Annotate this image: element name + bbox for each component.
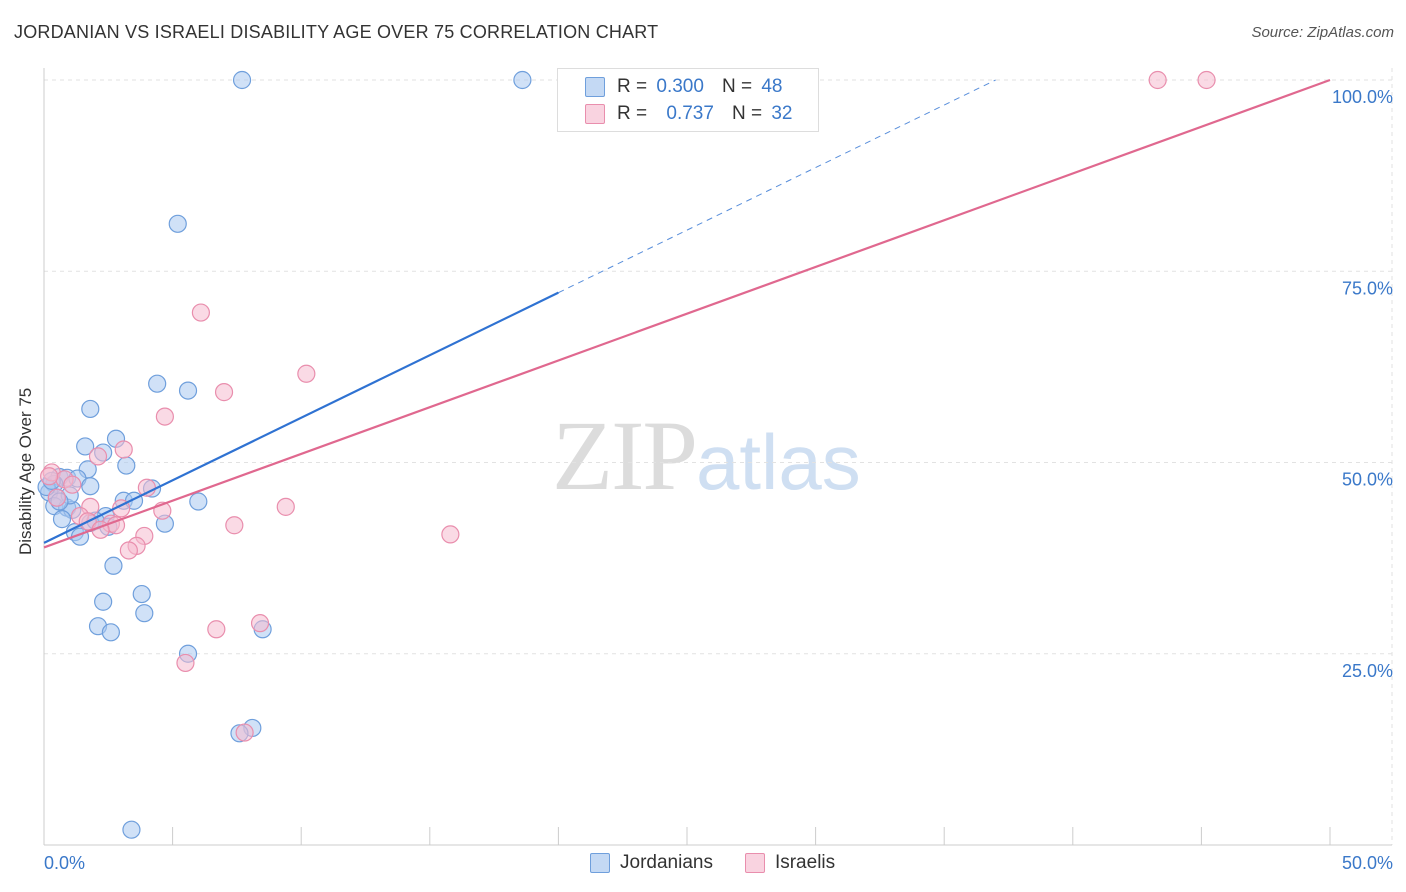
source-label: Source: ZipAtlas.com: [1251, 24, 1394, 41]
legend-r-label: R =: [617, 103, 648, 124]
israeli-point: [235, 723, 254, 742]
series-legend-label: Israelis: [774, 852, 836, 873]
israeli-point: [47, 488, 66, 507]
jordanian-point: [52, 510, 72, 529]
jordanian-point: [81, 477, 100, 496]
series-legend-label: Jordanians: [620, 852, 713, 873]
series-legend: Jordanians Israelis: [590, 852, 867, 874]
jordanian-point: [101, 623, 120, 642]
jordanian-point: [513, 70, 532, 90]
y-axis-label: Disability Age Over 75: [16, 387, 35, 555]
y-tick-label: 100.0%: [1332, 87, 1393, 107]
jordanian-point: [104, 556, 123, 575]
y-tick-label: 75.0%: [1342, 278, 1393, 298]
y-tick-label: 50.0%: [1342, 470, 1393, 490]
series-swatch-pink: [744, 853, 765, 873]
jordanian-point: [122, 820, 141, 839]
jordanian-point: [148, 374, 167, 393]
legend-n-label: N =: [731, 103, 763, 124]
jordanian-point: [189, 492, 208, 511]
legend-n-label: N =: [721, 76, 753, 97]
legend-row-israelis: R = 0.737 N = 32: [558, 101, 792, 127]
israeli-point: [1148, 70, 1167, 90]
series-legend-jordanians: Jordanians: [590, 852, 713, 874]
stats-legend: R = 0.300 N = 48 R = 0.737 N = 32: [557, 68, 819, 132]
jordanian-point: [132, 584, 151, 604]
jordanian-point: [168, 214, 187, 233]
legend-n-value: 48: [761, 76, 783, 97]
israeli-point: [1197, 70, 1216, 90]
y-tick-label: 25.0%: [1342, 661, 1393, 681]
jordanian-point: [94, 592, 113, 611]
israeli-point: [114, 440, 133, 459]
jordanian-point: [135, 604, 154, 623]
x-tick-label: 50.0%: [1342, 853, 1393, 873]
israeli-point: [207, 620, 226, 639]
watermark-atlas: atlas: [696, 418, 861, 506]
jordanian-point: [232, 70, 252, 90]
legend-r-value: 0.737: [666, 103, 714, 124]
jordanian-point: [81, 399, 100, 419]
chart-title: JORDANIAN VS ISRAELI DISABILITY AGE OVER…: [14, 22, 659, 42]
israeli-point: [441, 525, 460, 544]
legend-swatch-blue: [585, 77, 605, 97]
israeli-point: [88, 447, 108, 466]
israeli-point: [297, 364, 316, 383]
series-legend-israelis: Israelis: [744, 852, 836, 874]
jordanian-trend-line: [43, 291, 559, 544]
israeli-point: [119, 541, 138, 560]
israeli-point: [40, 467, 59, 486]
watermark-zip: ZIP: [552, 400, 698, 511]
israeli-point: [225, 516, 244, 535]
legend-n-value: 32: [771, 103, 793, 124]
jordanian-point: [178, 381, 198, 400]
tick-label-layer: 100.0% 75.0% 50.0% 25.0% 0.0% 50.0%: [44, 87, 1393, 873]
legend-r-label: R =: [617, 76, 648, 97]
israeli-point: [176, 653, 195, 673]
israeli-point: [191, 303, 210, 322]
watermark: ZIPatlas: [552, 398, 861, 513]
trend-layer: [43, 78, 1331, 549]
axis-layer: [43, 68, 1392, 846]
legend-r-value: 0.300: [656, 76, 704, 97]
jordanian-point: [76, 437, 95, 456]
series-swatch-blue: [590, 853, 610, 873]
israeli-point: [155, 407, 174, 426]
israeli-point: [63, 475, 82, 494]
israeli-point: [214, 383, 234, 402]
israeli-point: [250, 614, 270, 633]
points-layer: [37, 70, 1216, 839]
legend-swatch-pink: [585, 104, 605, 124]
jordanian-trend-extension: [558, 79, 996, 294]
israeli-point: [276, 497, 295, 516]
x-tick-label: 0.0%: [44, 853, 85, 873]
jordanian-point: [117, 456, 136, 475]
legend-row-jordanians: R = 0.300 N = 48: [558, 74, 782, 100]
israeli-trend-line: [43, 78, 1331, 549]
